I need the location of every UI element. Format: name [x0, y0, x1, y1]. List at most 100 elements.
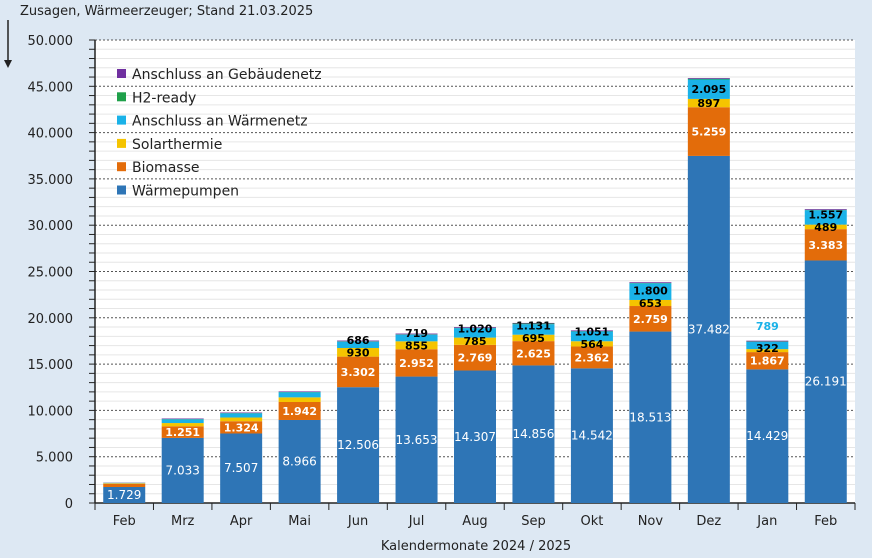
y-tick-label: 45.000: [28, 80, 74, 95]
bar-segment: [103, 483, 146, 487]
y-tick-label: 15.000: [28, 358, 74, 373]
bar-segment: [337, 356, 380, 388]
bar-segment: [629, 299, 672, 307]
bar-segment: [804, 210, 847, 225]
bar-segment: [337, 340, 380, 342]
data-label: 13.653: [396, 433, 438, 447]
bar-segment: [746, 349, 789, 353]
data-label: 785: [464, 335, 487, 348]
bar-segment: [220, 412, 263, 414]
legend: Anschluss an Gebäudenetz H2-ready Anschlus…: [117, 67, 322, 200]
data-label: 695: [522, 332, 545, 345]
bar-segment: [454, 370, 496, 503]
legend-entry: Anschluss an Wärmenetz: [132, 114, 308, 130]
data-label: 1.251: [165, 426, 200, 439]
legend-swatch: [117, 92, 126, 102]
data-label: 1.557: [808, 208, 843, 221]
y-tick-label: 5.000: [36, 451, 73, 466]
bar-segment: [395, 341, 438, 350]
data-label: 855: [405, 339, 428, 352]
bar-segment: [687, 78, 730, 80]
bar-segment: [220, 433, 263, 503]
legend-entry: Solarthermie: [132, 137, 222, 153]
data-label: 2.095: [691, 83, 726, 96]
data-label: 3.383: [808, 239, 843, 252]
data-label: 26.191: [805, 375, 847, 389]
legend-entry: Wärmepumpen: [132, 184, 239, 200]
y-tick-label: 40.000: [28, 127, 74, 142]
data-label: 1.729: [107, 488, 141, 502]
x-axis-label: Kalendermonate 2024 / 2025: [380, 539, 572, 554]
bar-segment: [454, 328, 496, 338]
bar-segment: [395, 333, 438, 335]
data-label: 564: [580, 338, 603, 351]
bar-segment: [570, 341, 613, 347]
data-label: 14.307: [454, 430, 496, 444]
x-tick-label: Jan: [756, 514, 777, 529]
bar-segment: [103, 486, 146, 503]
x-tick-label: Sep: [521, 514, 546, 529]
y-tick-label: 30.000: [28, 219, 74, 234]
legend-swatch: [117, 138, 126, 148]
bar-segment: [395, 349, 438, 377]
bar-segment: [570, 331, 613, 342]
bar-segment: [746, 341, 789, 350]
arrow-head-icon: [4, 60, 12, 68]
bar-segment: [220, 417, 263, 422]
bar-segment: [103, 483, 146, 484]
data-label: 14.542: [571, 429, 613, 443]
x-tick-label: Feb: [113, 514, 136, 529]
bar-segment: [746, 340, 789, 342]
bar-segment: [161, 423, 204, 427]
bar-segment: [337, 387, 380, 503]
bar-segment: [454, 337, 496, 345]
bar-segment: [687, 79, 730, 99]
y-tick-label: 35.000: [28, 173, 74, 188]
legend-entry: Anschluss an Gebäudenetz: [132, 67, 322, 83]
data-label: 686: [347, 334, 370, 347]
data-label: 719: [405, 327, 428, 340]
y-tick-label: 20.000: [28, 312, 74, 327]
data-label: 1.051: [575, 325, 610, 338]
data-label: 7.507: [224, 461, 258, 475]
bar-segment: [161, 437, 204, 503]
bar-segment: [161, 418, 204, 420]
bar-segment: [395, 334, 438, 342]
data-label: 653: [639, 297, 662, 310]
data-label: 322: [756, 342, 779, 355]
bar-segment: [746, 352, 789, 370]
bar-segment: [161, 419, 204, 424]
bar-segment: [629, 282, 672, 283]
y-tick-label: 10.000: [28, 404, 74, 419]
bar-segment: [220, 413, 263, 418]
data-label: 14.429: [746, 429, 788, 443]
bar-segment: [454, 344, 496, 371]
data-label: 8.966: [282, 454, 316, 468]
data-label: 3.302: [341, 366, 376, 379]
bar-segment: [512, 334, 555, 342]
bar-segment: [512, 323, 555, 325]
data-label: 2.362: [575, 351, 610, 364]
legend-swatch: [117, 162, 126, 172]
data-label: 1.942: [282, 405, 317, 418]
data-label: 5.259: [691, 126, 726, 139]
bar-segment: [804, 260, 847, 503]
bar-segment: [454, 327, 496, 328]
bar-segment: [804, 209, 847, 210]
data-label: 1.131: [516, 319, 551, 332]
chart-title: Zusagen, Wärmeerzeuger; Stand 21.03.2025: [20, 4, 314, 19]
data-label: 2.625: [516, 347, 551, 360]
legend-swatch: [117, 69, 126, 78]
bar-segment: [629, 306, 672, 332]
bar-segment: [687, 107, 730, 156]
data-label: 789: [756, 320, 779, 333]
y-tick-label: 0: [65, 497, 73, 512]
legend-entry: Biomasse: [132, 160, 199, 176]
legend-entry: H2-ready: [132, 90, 196, 106]
bar-segment: [687, 98, 730, 108]
bar-segment: [512, 322, 555, 324]
bar-segment: [687, 78, 730, 79]
x-tick-label: Mrz: [171, 514, 195, 529]
